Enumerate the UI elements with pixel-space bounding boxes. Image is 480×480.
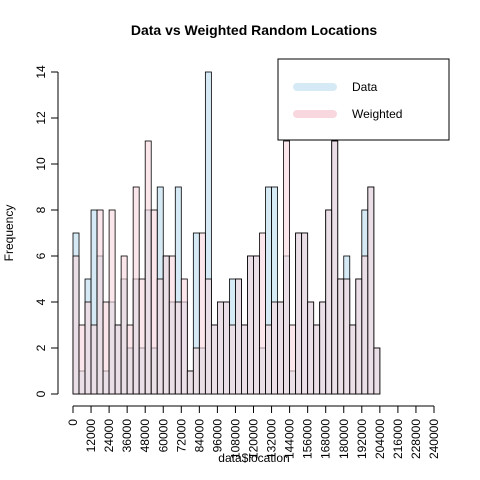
bar-weighted-16 xyxy=(168,255,176,395)
bar-weighted-42 xyxy=(325,209,333,395)
legend-swatch-weighted xyxy=(293,110,337,118)
x-tick-label-10: 120000 xyxy=(247,419,261,459)
legend-box xyxy=(277,58,450,141)
legend-swatch-data xyxy=(293,83,337,91)
bar-weighted-11 xyxy=(138,278,146,395)
bar-weighted-48 xyxy=(361,255,369,395)
bar-weighted-33 xyxy=(271,301,278,395)
bar-weighted-7 xyxy=(114,324,122,395)
bar-weighted-23 xyxy=(210,324,218,395)
x-tick-label-16: 192000 xyxy=(355,419,369,459)
axes-layer: 0 12000 24000 36000 48000 60000 72000 84000 9600… xyxy=(34,65,441,459)
bar-weighted-31 xyxy=(259,232,266,395)
bar-weighted-17 xyxy=(174,301,182,395)
bar-weighted-45 xyxy=(343,278,351,395)
y-tick-label-0: 0 xyxy=(34,390,48,397)
x-tick-label-3: 36000 xyxy=(120,419,134,453)
x-tick-label-7: 84000 xyxy=(192,419,206,453)
x-tick-label-20: 240000 xyxy=(427,419,441,459)
bar-weighted-8 xyxy=(120,255,128,395)
x-tick-label-15: 180000 xyxy=(337,419,351,459)
x-tick-label-4: 48000 xyxy=(138,419,152,453)
bar-weighted-18 xyxy=(180,278,188,395)
bar-weighted-29 xyxy=(247,255,254,395)
bar-weighted-49 xyxy=(367,186,375,395)
bar-weighted-26 xyxy=(229,324,236,395)
y-tick-label-6: 12 xyxy=(34,111,48,125)
y-tick-label-2: 4 xyxy=(34,298,48,305)
x-tick-label-17: 204000 xyxy=(373,419,387,459)
bar-weighted-22 xyxy=(204,278,212,395)
x-tick-label-11: 132000 xyxy=(265,419,279,459)
series-weighted-bars xyxy=(72,140,381,395)
bar-weighted-5 xyxy=(102,301,110,395)
bar-weighted-36 xyxy=(289,324,297,395)
x-tick-label-14: 168000 xyxy=(319,419,333,459)
x-tick-label-9: 108000 xyxy=(228,419,242,459)
y-tick-label-4: 8 xyxy=(34,206,48,213)
bar-weighted-2 xyxy=(84,301,92,395)
x-tick-label-6: 72000 xyxy=(174,419,188,453)
legend-label-weighted: Weighted xyxy=(352,107,402,121)
bar-weighted-43 xyxy=(331,140,339,395)
bar-weighted-3 xyxy=(90,324,98,395)
bar-weighted-34 xyxy=(277,301,284,395)
bar-weighted-4 xyxy=(96,209,104,395)
x-tick-label-13: 156000 xyxy=(301,419,315,459)
y-tick-label-7: 14 xyxy=(34,65,48,79)
bar-weighted-47 xyxy=(355,278,363,395)
bars-layer xyxy=(72,71,381,395)
x-tick-label-18: 216000 xyxy=(391,419,405,459)
bar-weighted-27 xyxy=(235,278,242,395)
bar-weighted-28 xyxy=(241,324,248,395)
x-axis-label: data$location xyxy=(218,451,289,465)
bar-weighted-10 xyxy=(132,186,140,395)
bar-weighted-20 xyxy=(192,347,200,395)
bar-weighted-44 xyxy=(337,278,345,395)
bar-weighted-15 xyxy=(162,255,170,395)
bar-weighted-50 xyxy=(373,347,381,395)
bar-weighted-19 xyxy=(186,370,194,395)
bar-weighted-13 xyxy=(150,209,158,395)
bar-weighted-39 xyxy=(307,301,315,395)
bar-weighted-12 xyxy=(144,140,152,395)
bar-weighted-6 xyxy=(108,209,116,395)
x-tick-label-8: 96000 xyxy=(210,419,224,453)
x-tick-label-2: 24000 xyxy=(102,419,116,453)
legend: Data Weighted xyxy=(277,58,450,141)
bar-weighted-1 xyxy=(78,324,86,395)
bar-weighted-0 xyxy=(72,255,80,395)
bar-weighted-21 xyxy=(198,232,206,395)
x-tick-label-1: 12000 xyxy=(84,419,98,453)
y-tick-label-1: 2 xyxy=(34,344,48,351)
chart-title: Data vs Weighted Random Locations xyxy=(131,22,378,38)
bar-weighted-38 xyxy=(301,232,309,395)
y-tick-label-5: 10 xyxy=(34,157,48,171)
bar-weighted-41 xyxy=(319,301,327,395)
y-tick-label-3: 6 xyxy=(34,252,48,259)
bar-weighted-14 xyxy=(156,278,164,395)
bar-weighted-37 xyxy=(295,232,303,395)
bar-weighted-24 xyxy=(216,301,224,395)
legend-label-data: Data xyxy=(352,80,378,94)
x-tick-label-12: 144000 xyxy=(283,419,297,459)
x-tick-label-19: 228000 xyxy=(409,419,423,459)
bar-weighted-40 xyxy=(313,324,321,395)
bar-weighted-25 xyxy=(223,301,230,395)
bar-weighted-35 xyxy=(283,140,291,395)
y-axis-label: Frequency xyxy=(2,205,16,262)
bar-weighted-9 xyxy=(126,324,134,395)
x-tick-label-5: 60000 xyxy=(156,419,170,453)
bar-weighted-46 xyxy=(349,324,357,395)
bar-weighted-30 xyxy=(253,255,260,395)
bar-weighted-32 xyxy=(265,324,272,395)
x-tick-label-0: 0 xyxy=(66,419,80,426)
